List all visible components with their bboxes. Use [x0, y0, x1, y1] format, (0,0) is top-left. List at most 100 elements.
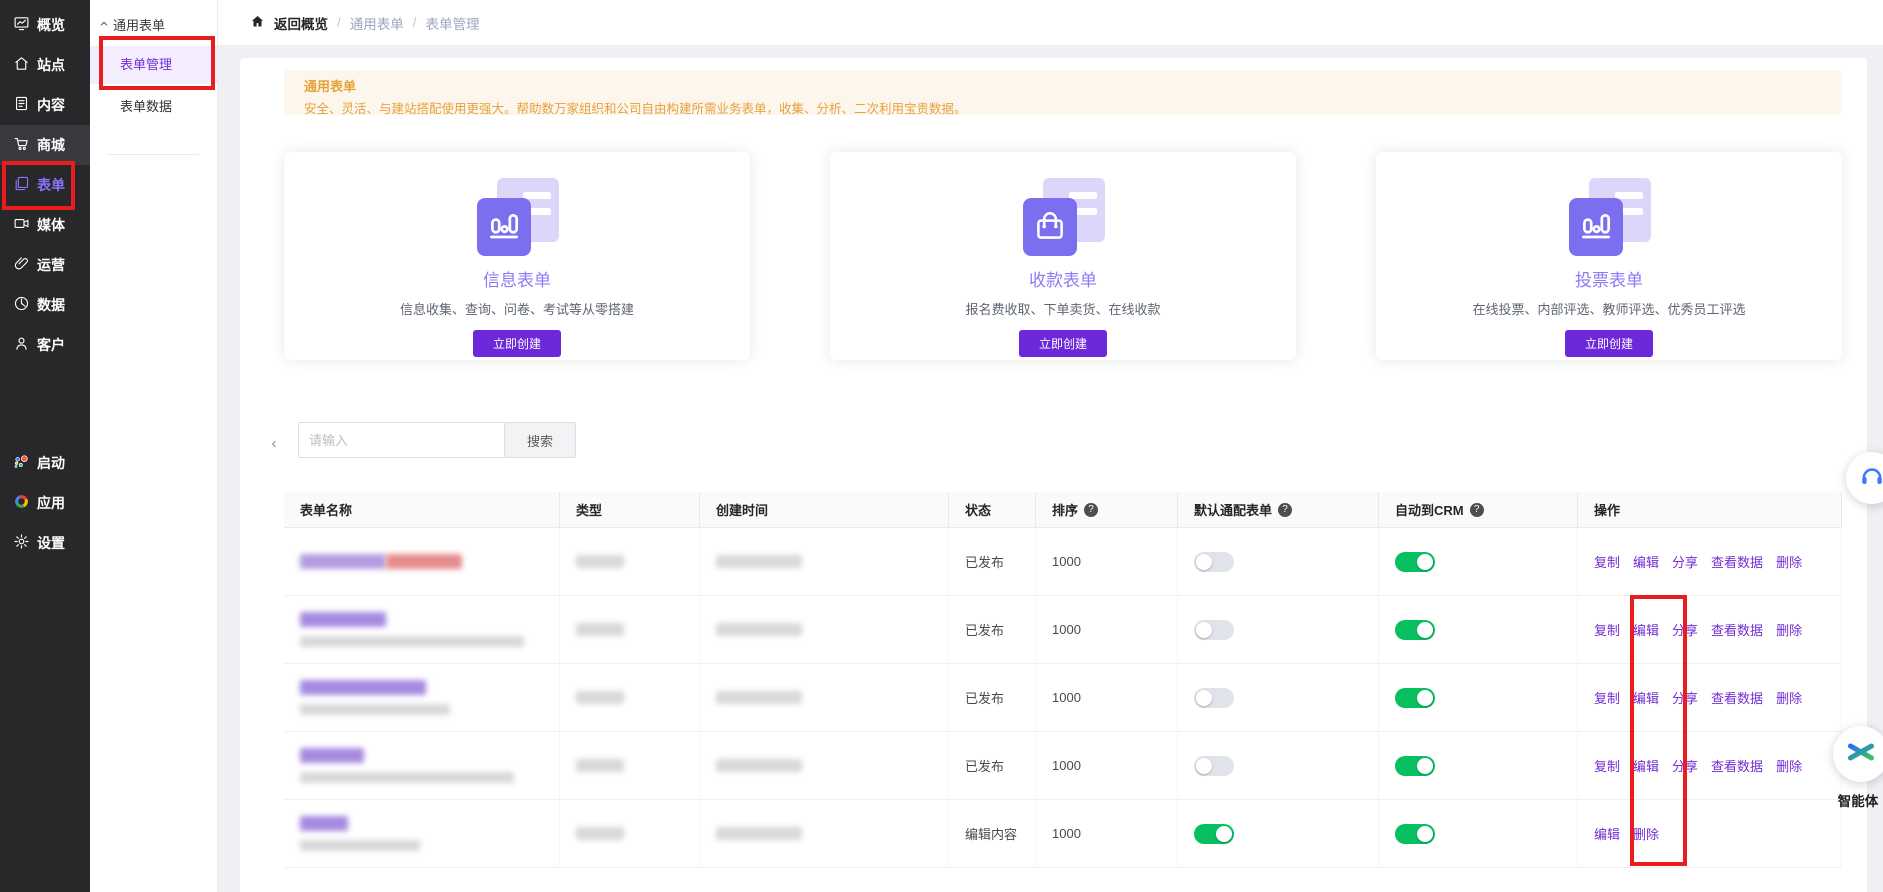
sidebar-item-overview[interactable]: 概览 — [0, 5, 90, 45]
action-link-share[interactable]: 分享 — [1672, 555, 1699, 570]
column-header-label: 排序 — [1052, 503, 1079, 518]
column-header-label: 创建时间 — [716, 503, 769, 518]
info-banner: 通用表单 安全、灵活、与建站搭配使用更强大。帮助数万家组织和公司自由构建所需业务… — [284, 70, 1842, 116]
ai-agent-logo-icon — [1844, 735, 1878, 774]
action-link-copy[interactable]: 复制 — [1594, 759, 1621, 774]
sidebar-item-customer[interactable]: 客户 — [0, 325, 90, 365]
default-match-toggle[interactable] — [1194, 687, 1234, 708]
sidebar-item-label: 内容 — [37, 97, 65, 113]
search-button[interactable]: 搜索 — [505, 422, 576, 458]
redacted-blur-bar — [386, 554, 462, 569]
redacted-blur-bar — [300, 554, 386, 569]
form-name-cell[interactable] — [284, 800, 560, 867]
form-type-cell — [560, 664, 700, 731]
sidebar-item-launch[interactable]: 启动 — [0, 443, 90, 483]
sidebar-item-label: 概览 — [37, 17, 65, 33]
action-link-delete[interactable]: 删除 — [1776, 555, 1803, 570]
toggle-knob — [1417, 825, 1433, 842]
submenu-item-form-data[interactable]: 表单数据 — [120, 99, 173, 114]
sub-sidebar: 通用表单 表单管理表单数据 — [90, 0, 218, 892]
sidebar-item-content[interactable]: 内容 — [0, 85, 90, 125]
create-vote-form-button[interactable]: 立即创建 — [1565, 330, 1653, 357]
auto-crm-toggle[interactable] — [1395, 687, 1435, 708]
sidebar-item-mall[interactable]: 商城 — [0, 125, 90, 165]
banner-description: 安全、灵活、与建站搭配使用更强大。帮助数万家组织和公司自由构建所需业务表单，收集… — [304, 102, 967, 116]
auto-crm-toggle[interactable] — [1395, 755, 1435, 776]
default-match-toggle[interactable] — [1194, 823, 1234, 844]
breadcrumb-item[interactable]: 通用表单 — [349, 16, 404, 32]
sidebar-item-operation[interactable]: 运营 — [0, 245, 90, 285]
auto-crm-toggle[interactable] — [1395, 619, 1435, 640]
sidebar-item-settings[interactable]: 设置 — [0, 523, 90, 563]
chevron-up-icon — [99, 17, 109, 32]
action-link-copy[interactable]: 复制 — [1594, 691, 1621, 706]
action-link-view-data[interactable]: 查看数据 — [1711, 759, 1764, 774]
create-payment-form-button[interactable]: 立即创建 — [1019, 330, 1107, 357]
main-sidebar: 概览站点内容商城 表单 媒体 运营 数据 客户 启动应用设置 — [0, 0, 90, 892]
action-link-edit[interactable]: 编辑 — [1594, 827, 1621, 842]
action-link-delete[interactable]: 删除 — [1776, 691, 1803, 706]
sidebar-item-media[interactable]: 媒体 — [0, 205, 90, 245]
default-match-toggle[interactable] — [1194, 619, 1234, 640]
search-input[interactable] — [298, 422, 505, 458]
breadcrumb-home[interactable]: 返回概览 — [274, 16, 328, 32]
action-link-delete[interactable]: 删除 — [1633, 827, 1660, 842]
action-link-view-data[interactable]: 查看数据 — [1711, 623, 1764, 638]
redacted-form-name — [300, 816, 348, 831]
form-name-cell[interactable] — [284, 732, 560, 799]
redacted-form-subtitle — [300, 636, 524, 647]
sidebar-item-label: 应用 — [37, 495, 65, 511]
action-link-share[interactable]: 分享 — [1672, 691, 1699, 706]
forms-table: 表单名称 类型 创建时间 状态 排序? 默认通配表单? 自动到CRM? 操作 已发布 1000 复… — [284, 492, 1842, 868]
sidebar-collapse-handle[interactable]: ‹ — [271, 434, 277, 452]
gear-icon — [13, 533, 30, 553]
action-link-view-data[interactable]: 查看数据 — [1711, 691, 1764, 706]
content-panel: 通用表单 安全、灵活、与建站搭配使用更强大。帮助数万家组织和公司自由构建所需业务… — [240, 58, 1867, 892]
form-name-cell[interactable] — [284, 664, 560, 731]
action-link-edit[interactable]: 编辑 — [1633, 623, 1660, 638]
support-headset-button[interactable] — [1846, 452, 1883, 504]
payment-bag-icon — [1013, 178, 1113, 256]
create-info-form-button[interactable]: 立即创建 — [473, 330, 561, 357]
action-link-view-data[interactable]: 查看数据 — [1711, 555, 1764, 570]
action-link-edit[interactable]: 编辑 — [1633, 759, 1660, 774]
help-icon[interactable]: ? — [1084, 502, 1099, 517]
action-link-edit[interactable]: 编辑 — [1633, 691, 1660, 706]
sidebar-item-data[interactable]: 数据 — [0, 285, 90, 325]
home-icon — [250, 14, 265, 32]
sort-cell: 1000 — [1036, 800, 1178, 867]
status-cell: 编辑内容 — [949, 800, 1036, 867]
action-link-delete[interactable]: 删除 — [1776, 759, 1803, 774]
create-time-cell — [700, 596, 949, 663]
form-name-cell[interactable] — [284, 528, 560, 595]
submenu-group[interactable]: 通用表单 — [90, 0, 217, 34]
auto-crm-cell — [1379, 664, 1578, 731]
sidebar-item-site[interactable]: 站点 — [0, 45, 90, 85]
auto-crm-toggle[interactable] — [1395, 551, 1435, 572]
action-link-delete[interactable]: 删除 — [1776, 623, 1803, 638]
submenu-item-form-management[interactable]: 表单管理 — [90, 46, 217, 84]
action-link-share[interactable]: 分享 — [1672, 623, 1699, 638]
default-match-toggle[interactable] — [1194, 551, 1234, 572]
card-title: 信息表单 — [483, 271, 551, 290]
column-header: 自动到CRM? — [1379, 492, 1578, 527]
sort-cell: 1000 — [1036, 596, 1178, 663]
help-icon[interactable]: ? — [1278, 502, 1293, 517]
help-icon[interactable]: ? — [1469, 502, 1484, 517]
column-header: 状态 — [949, 492, 1036, 527]
ai-agent-button[interactable] — [1833, 726, 1883, 782]
action-link-copy[interactable]: 复制 — [1594, 623, 1621, 638]
column-header-label: 操作 — [1594, 503, 1621, 518]
action-link-edit[interactable]: 编辑 — [1633, 555, 1660, 570]
auto-crm-cell — [1379, 596, 1578, 663]
action-link-share[interactable]: 分享 — [1672, 759, 1699, 774]
action-link-copy[interactable]: 复制 — [1594, 555, 1621, 570]
sidebar-item-label: 站点 — [37, 57, 65, 73]
redacted-form-name — [300, 680, 426, 695]
default-match-toggle[interactable] — [1194, 755, 1234, 776]
form-name-cell[interactable] — [284, 596, 560, 663]
submenu-divider — [106, 154, 199, 155]
auto-crm-toggle[interactable] — [1395, 823, 1435, 844]
sidebar-item-form[interactable]: 表单 — [0, 165, 90, 205]
sidebar-item-apps[interactable]: 应用 — [0, 483, 90, 523]
